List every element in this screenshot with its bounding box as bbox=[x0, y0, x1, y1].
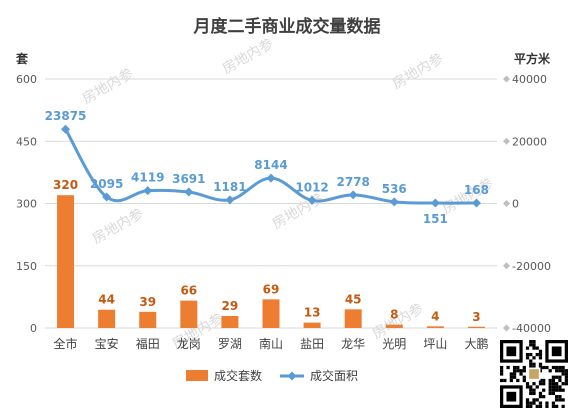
x-category-label: 宝安 bbox=[95, 336, 119, 351]
bar-data-label: 29 bbox=[222, 299, 239, 313]
bar-data-label: 39 bbox=[139, 295, 156, 309]
bar bbox=[344, 309, 362, 328]
y-right-tick-marker bbox=[503, 324, 510, 332]
line-data-label: 4119 bbox=[131, 171, 164, 185]
watermark-text: 房地内参 bbox=[389, 50, 446, 93]
y-left-tick-label: 600 bbox=[16, 73, 37, 86]
y-right-tick-marker bbox=[503, 262, 510, 270]
line-point-marker bbox=[471, 198, 481, 208]
line-point-marker bbox=[389, 197, 399, 207]
line-data-label: 3691 bbox=[172, 172, 205, 186]
bar bbox=[221, 315, 239, 328]
bar bbox=[98, 309, 116, 328]
x-category-label: 坪山 bbox=[423, 337, 447, 351]
x-category-label: 龙岗 bbox=[177, 337, 201, 351]
bar-data-label: 3 bbox=[472, 310, 480, 324]
right-axis-unit: 平方米 bbox=[514, 52, 551, 66]
bar-data-label: 69 bbox=[263, 282, 280, 296]
x-category-label: 罗湖 bbox=[218, 336, 242, 351]
x-category-label: 光明 bbox=[382, 337, 406, 351]
x-category-label: 龙华 bbox=[341, 337, 365, 351]
y-right-tick-marker bbox=[503, 200, 510, 207]
bar bbox=[303, 322, 321, 328]
bar bbox=[426, 326, 444, 328]
bar-data-label: 8 bbox=[390, 308, 398, 322]
qr-code-image bbox=[500, 340, 568, 408]
legend-label-line: 成交面积 bbox=[310, 368, 358, 383]
line-data-label: 1012 bbox=[295, 180, 328, 194]
y-right-tick-marker bbox=[503, 137, 510, 145]
line-data-label: 168 bbox=[464, 183, 489, 197]
y-right-tick-marker bbox=[503, 75, 510, 83]
bar-data-label: 45 bbox=[345, 292, 362, 306]
bar bbox=[467, 326, 485, 328]
legend-label-bars: 成交套数 bbox=[214, 368, 262, 383]
line-data-label: 2095 bbox=[90, 177, 123, 191]
y-left-tick-label: 450 bbox=[16, 135, 37, 148]
y-right-tick-label: 40000 bbox=[512, 73, 547, 86]
x-category-label: 福田 bbox=[136, 336, 160, 351]
bar bbox=[262, 299, 280, 328]
line-data-label: 23875 bbox=[45, 109, 87, 123]
line-point-marker bbox=[225, 195, 235, 205]
line-point-marker bbox=[430, 198, 440, 208]
y-right-tick-label: 20000 bbox=[512, 135, 547, 148]
bar-data-label: 320 bbox=[53, 178, 78, 192]
line-point-marker bbox=[61, 124, 71, 134]
x-category-label: 全市 bbox=[54, 336, 78, 351]
watermark-text: 房地内参 bbox=[79, 65, 136, 108]
y-right-tick-label: -40000 bbox=[512, 322, 551, 335]
left-axis-unit: 套 bbox=[16, 52, 29, 66]
line-point-marker bbox=[307, 195, 317, 205]
x-category-label: 盐田 bbox=[300, 337, 324, 351]
watermark-text: 房地内参 bbox=[269, 190, 326, 233]
line-point-marker bbox=[102, 192, 112, 202]
line-point-marker bbox=[143, 186, 153, 196]
bar-data-label: 4 bbox=[431, 309, 439, 323]
line-data-label: 2778 bbox=[336, 175, 369, 189]
x-category-label: 大鹏 bbox=[464, 337, 488, 351]
legend-swatch-bars bbox=[186, 370, 208, 381]
line-data-label: 151 bbox=[423, 212, 448, 226]
bar-data-label: 44 bbox=[98, 293, 115, 307]
line-data-label: 1181 bbox=[213, 180, 246, 194]
line-data-label: 8144 bbox=[254, 158, 287, 172]
line-point-marker bbox=[184, 187, 194, 197]
line-data-label: 536 bbox=[382, 182, 407, 196]
y-left-tick-label: 150 bbox=[16, 260, 37, 273]
line-point-marker bbox=[266, 173, 276, 183]
bar bbox=[180, 300, 198, 328]
bar bbox=[385, 324, 403, 328]
y-right-tick-label: 0 bbox=[512, 198, 519, 211]
bar-data-label: 13 bbox=[304, 306, 321, 320]
watermark-text: 房地内参 bbox=[219, 35, 276, 78]
x-category-label: 南山 bbox=[259, 336, 283, 351]
y-right-tick-label: -20000 bbox=[512, 260, 551, 273]
line-point-marker bbox=[348, 190, 358, 200]
watermark-text: 房地内参 bbox=[89, 205, 146, 248]
bar bbox=[57, 195, 75, 328]
chart-title: 月度二手商业成交量数据 bbox=[193, 17, 381, 37]
legend-marker-line bbox=[287, 371, 297, 381]
bar bbox=[139, 311, 157, 328]
bar-data-label: 66 bbox=[180, 284, 197, 298]
y-left-tick-label: 300 bbox=[16, 198, 37, 211]
y-left-tick-label: 0 bbox=[30, 322, 37, 335]
